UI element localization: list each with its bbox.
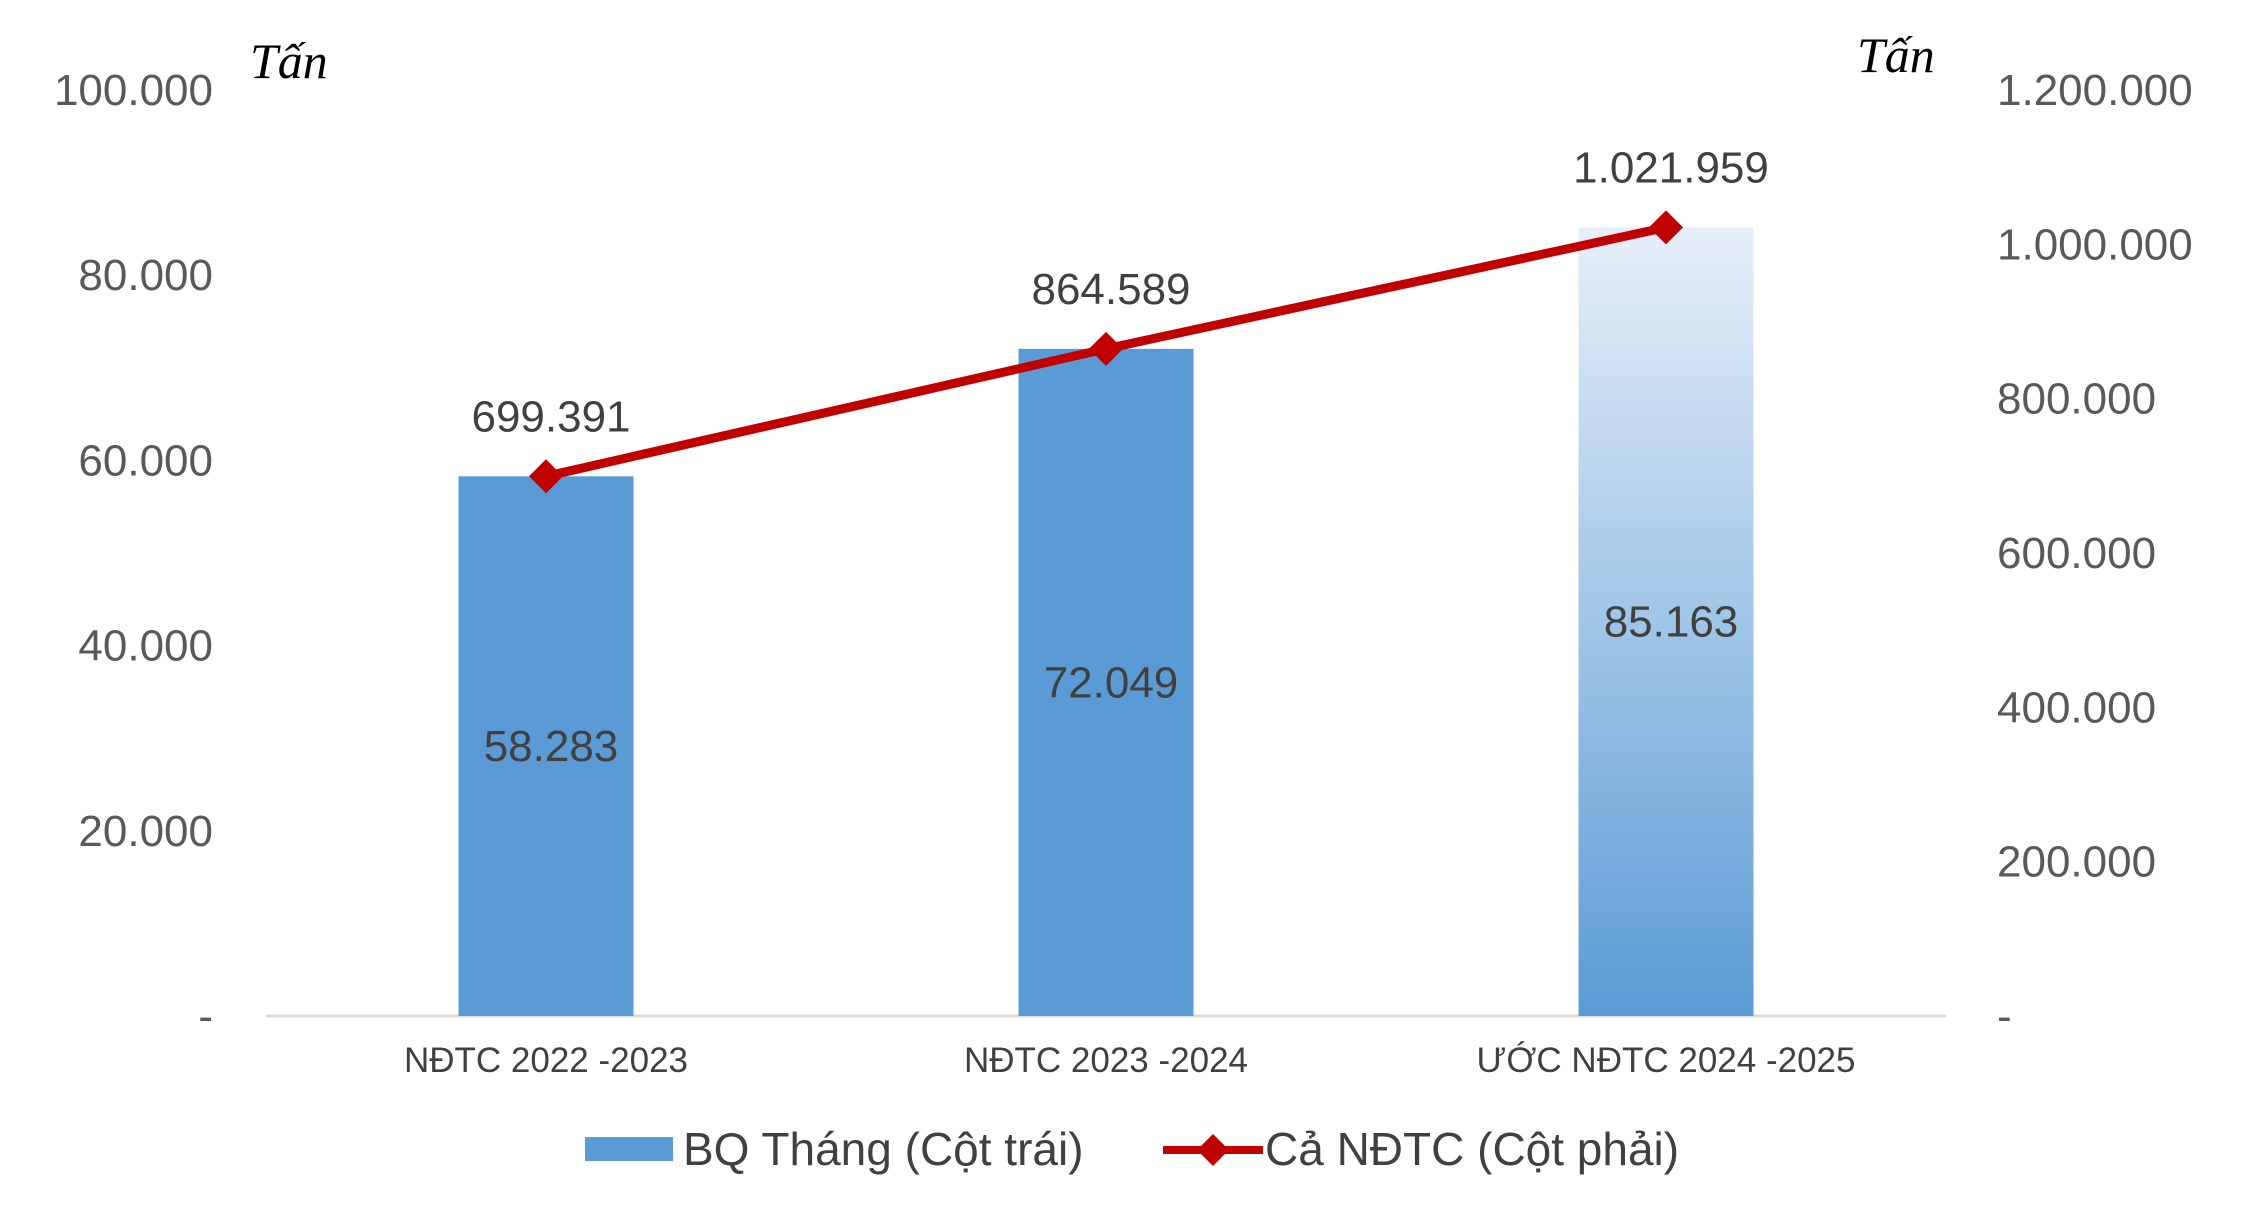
line-data-label: 699.391 [471,392,630,441]
x-tick-label: NĐTC 2022 -2023 [404,1041,688,1080]
right-tick-label: 1.000.000 [1997,220,2193,269]
legend-bar-swatch [585,1137,673,1161]
bar [1018,348,1194,1016]
right-tick-label: 200.000 [1997,838,2156,887]
left-tick-label: 100.000 [54,66,213,115]
bar-data-label: 58.283 [484,722,619,771]
x-tick-label: NĐTC 2023 -2024 [964,1041,1248,1080]
left-tick-label: 40.000 [78,622,213,671]
legend: BQ Tháng (Cột trái) Cả NĐTC (Cột phải) [585,1123,1679,1175]
legend-line-label: Cả NĐTC (Cột phải) [1265,1123,1679,1175]
right-tick-label: 1.200.000 [1997,66,2193,115]
bar-data-label: 85.163 [1604,598,1739,647]
bar-data-label: 72.049 [1044,658,1179,707]
line-marker [529,459,563,494]
line-marker [1649,210,1683,245]
right-tick-label: 800.000 [1997,375,2156,424]
line-data-label: 1.021.959 [1573,143,1769,192]
right-tick-label: 400.000 [1997,683,2156,732]
left-tick-label: - [198,992,213,1041]
line-marker [1089,331,1123,366]
line-data-label: 864.589 [1031,265,1190,314]
left-axis-unit: Tấn [250,33,328,89]
left-tick-label: 60.000 [78,436,213,485]
bar [1578,227,1754,1016]
x-tick-label: ƯỚC NĐTC 2024 -2025 [1477,1041,1856,1080]
right-tick-label: - [1997,992,2012,1041]
legend-bar-label: BQ Tháng (Cột trái) [683,1123,1084,1175]
left-tick-label: 80.000 [78,251,213,300]
right-tick-label: 600.000 [1997,529,2156,578]
bar [458,476,634,1016]
legend-diamond-marker [1197,1134,1229,1166]
left-tick-label: 20.000 [78,807,213,856]
right-axis-unit: Tấn [1857,27,1935,83]
